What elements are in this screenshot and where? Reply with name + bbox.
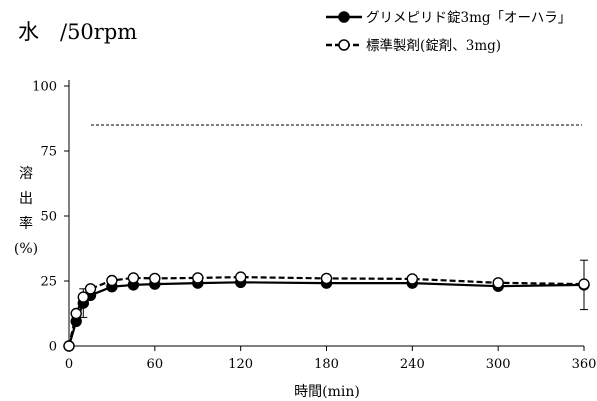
legend: グリメピリド錠3mg「オーハラ」 標準製剤(錠剤、3mg) — [326, 10, 571, 54]
data-point — [63, 340, 75, 352]
x-tick-label: 120 — [228, 357, 253, 372]
series-1-line — [67, 281, 585, 347]
x-tick-label: 300 — [486, 357, 511, 372]
y-tick-label: 100 — [32, 80, 57, 95]
data-point — [70, 307, 82, 320]
y-axis-title-char-1: 溶 — [19, 166, 33, 182]
y-tick-label: 75 — [40, 145, 57, 160]
y-tick-label: 50 — [40, 210, 57, 225]
data-point — [406, 273, 418, 285]
data-point — [234, 271, 247, 283]
plot-area — [63, 259, 590, 352]
axes: 0 25 50 75 100 0 60 120 180 240 300 360 — [32, 80, 596, 373]
data-point — [77, 291, 90, 303]
data-point — [84, 283, 97, 295]
y-axis-title-char-2: 出 — [19, 191, 33, 207]
x-tick-label: 360 — [572, 357, 597, 372]
data-point — [106, 274, 118, 287]
chart-title: 水 /50rpm — [18, 20, 137, 44]
y-axis-title: 溶 出 率 (%) — [14, 166, 38, 257]
data-point — [320, 272, 333, 285]
data-point — [492, 277, 504, 289]
y-tick-label: 0 — [49, 340, 57, 355]
x-tick-label: 180 — [314, 357, 339, 372]
legend-marker-series-1 — [338, 11, 350, 23]
series-2 — [63, 271, 590, 352]
x-tick-label: 0 — [65, 357, 73, 372]
y-tick-label: 25 — [40, 275, 57, 290]
legend-label-series-2: 標準製剤(錠剤、3mg) — [366, 38, 501, 54]
data-point — [578, 278, 590, 290]
legend-marker-series-2 — [338, 39, 350, 51]
data-point — [149, 272, 161, 285]
legend-label-series-1: グリメピリド錠3mg「オーハラ」 — [366, 10, 571, 26]
y-axis-title-char-4: (%) — [14, 241, 38, 257]
data-point — [127, 272, 140, 284]
x-tick-label: 240 — [400, 357, 425, 372]
data-point — [192, 272, 204, 284]
x-tick-label: 60 — [147, 357, 164, 372]
x-axis-title: 時間(min) — [294, 384, 360, 400]
y-axis-title-char-3: 率 — [19, 215, 33, 232]
